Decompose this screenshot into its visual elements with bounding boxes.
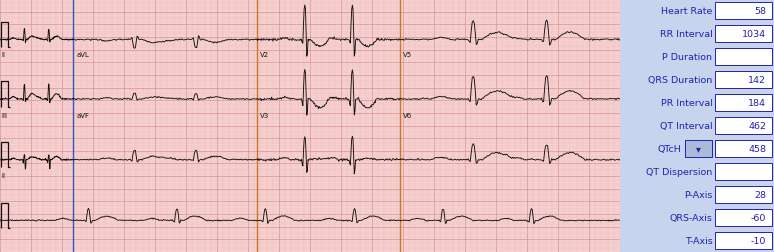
FancyBboxPatch shape xyxy=(715,49,772,66)
Text: PR Interval: PR Interval xyxy=(660,99,712,108)
FancyBboxPatch shape xyxy=(715,26,772,43)
Text: 184: 184 xyxy=(748,99,766,108)
Text: -10: -10 xyxy=(751,236,766,245)
Text: 28: 28 xyxy=(755,190,766,199)
Text: Heart Rate: Heart Rate xyxy=(661,7,712,16)
FancyBboxPatch shape xyxy=(715,118,772,134)
FancyBboxPatch shape xyxy=(715,3,772,20)
Text: T-Axis: T-Axis xyxy=(685,236,712,245)
Text: QT Interval: QT Interval xyxy=(659,121,712,131)
Text: 462: 462 xyxy=(748,121,766,131)
Text: 58: 58 xyxy=(755,7,766,16)
Text: V2: V2 xyxy=(260,52,269,57)
Text: aVL: aVL xyxy=(77,52,89,57)
FancyBboxPatch shape xyxy=(715,72,772,88)
Text: 1034: 1034 xyxy=(742,30,766,39)
Text: III: III xyxy=(2,112,7,118)
FancyBboxPatch shape xyxy=(715,141,772,157)
Text: P-Axis: P-Axis xyxy=(684,190,712,199)
Text: aVF: aVF xyxy=(77,112,89,118)
Text: RR Interval: RR Interval xyxy=(659,30,712,39)
FancyBboxPatch shape xyxy=(715,232,772,249)
Text: V3: V3 xyxy=(260,112,269,118)
Text: ▾: ▾ xyxy=(696,144,701,154)
Text: II: II xyxy=(2,52,5,57)
Text: 142: 142 xyxy=(748,76,766,85)
Text: QRS Duration: QRS Duration xyxy=(648,76,712,85)
Text: II: II xyxy=(2,173,5,178)
FancyBboxPatch shape xyxy=(715,209,772,226)
Text: V6: V6 xyxy=(403,112,413,118)
Text: P Duration: P Duration xyxy=(663,53,712,62)
Text: V5: V5 xyxy=(403,52,412,57)
FancyBboxPatch shape xyxy=(715,164,772,180)
FancyBboxPatch shape xyxy=(685,141,712,157)
Text: -60: -60 xyxy=(751,213,766,222)
Text: QT Dispersion: QT Dispersion xyxy=(646,167,712,176)
FancyBboxPatch shape xyxy=(715,186,772,203)
FancyBboxPatch shape xyxy=(715,95,772,111)
Text: 458: 458 xyxy=(748,144,766,153)
Text: QTcH: QTcH xyxy=(658,144,682,153)
Text: QRS-Axis: QRS-Axis xyxy=(670,213,712,222)
